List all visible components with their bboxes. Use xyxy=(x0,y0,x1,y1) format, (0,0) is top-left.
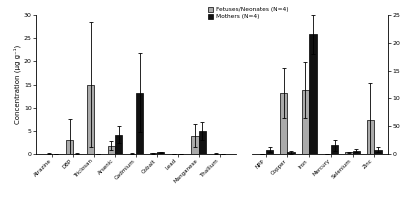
Bar xyxy=(108,146,115,154)
Y-axis label: Concentration (μg g⁻¹): Concentration (μg g⁻¹) xyxy=(14,45,21,124)
Bar xyxy=(150,153,157,154)
Bar xyxy=(288,152,295,154)
Bar xyxy=(199,131,206,154)
Bar xyxy=(115,135,122,154)
Bar xyxy=(66,140,73,154)
Bar xyxy=(331,145,338,154)
Bar xyxy=(191,135,199,154)
Bar xyxy=(352,151,360,154)
Bar xyxy=(302,90,309,154)
Bar xyxy=(367,120,374,154)
Bar xyxy=(280,93,288,154)
Legend: Fetuses/Neonates (N=4), Mothers (N=4): Fetuses/Neonates (N=4), Mothers (N=4) xyxy=(208,7,288,19)
Bar xyxy=(87,85,94,154)
Bar xyxy=(157,152,164,154)
Bar xyxy=(345,152,352,154)
Bar xyxy=(309,34,317,154)
Bar xyxy=(266,150,273,154)
Bar xyxy=(136,93,143,154)
Bar xyxy=(374,150,382,154)
